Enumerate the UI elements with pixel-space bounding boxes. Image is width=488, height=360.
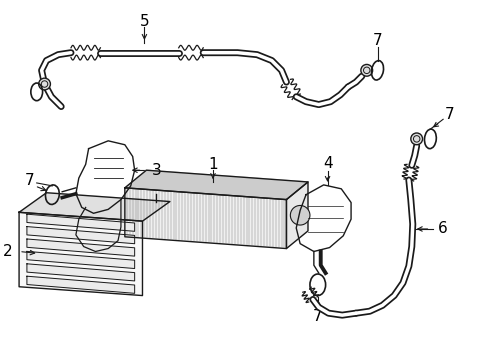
Polygon shape xyxy=(27,264,134,281)
Circle shape xyxy=(360,64,372,76)
Polygon shape xyxy=(27,226,134,244)
Text: 5: 5 xyxy=(140,14,149,29)
Polygon shape xyxy=(124,170,307,199)
Polygon shape xyxy=(27,276,134,293)
Polygon shape xyxy=(19,212,142,296)
Text: 7: 7 xyxy=(312,309,322,324)
Text: 4: 4 xyxy=(322,156,332,171)
Text: 3: 3 xyxy=(152,163,162,178)
Text: 2: 2 xyxy=(2,244,12,259)
Polygon shape xyxy=(27,214,134,231)
Circle shape xyxy=(290,206,309,225)
Text: 7: 7 xyxy=(372,33,382,49)
Circle shape xyxy=(410,133,422,145)
Text: 1: 1 xyxy=(208,157,217,172)
Polygon shape xyxy=(286,182,307,248)
Circle shape xyxy=(39,78,50,90)
Polygon shape xyxy=(19,193,169,221)
Polygon shape xyxy=(27,251,134,269)
Polygon shape xyxy=(124,188,286,248)
Text: 6: 6 xyxy=(437,221,447,237)
Text: 7: 7 xyxy=(25,174,35,189)
Polygon shape xyxy=(27,239,134,256)
Text: 7: 7 xyxy=(444,107,454,122)
